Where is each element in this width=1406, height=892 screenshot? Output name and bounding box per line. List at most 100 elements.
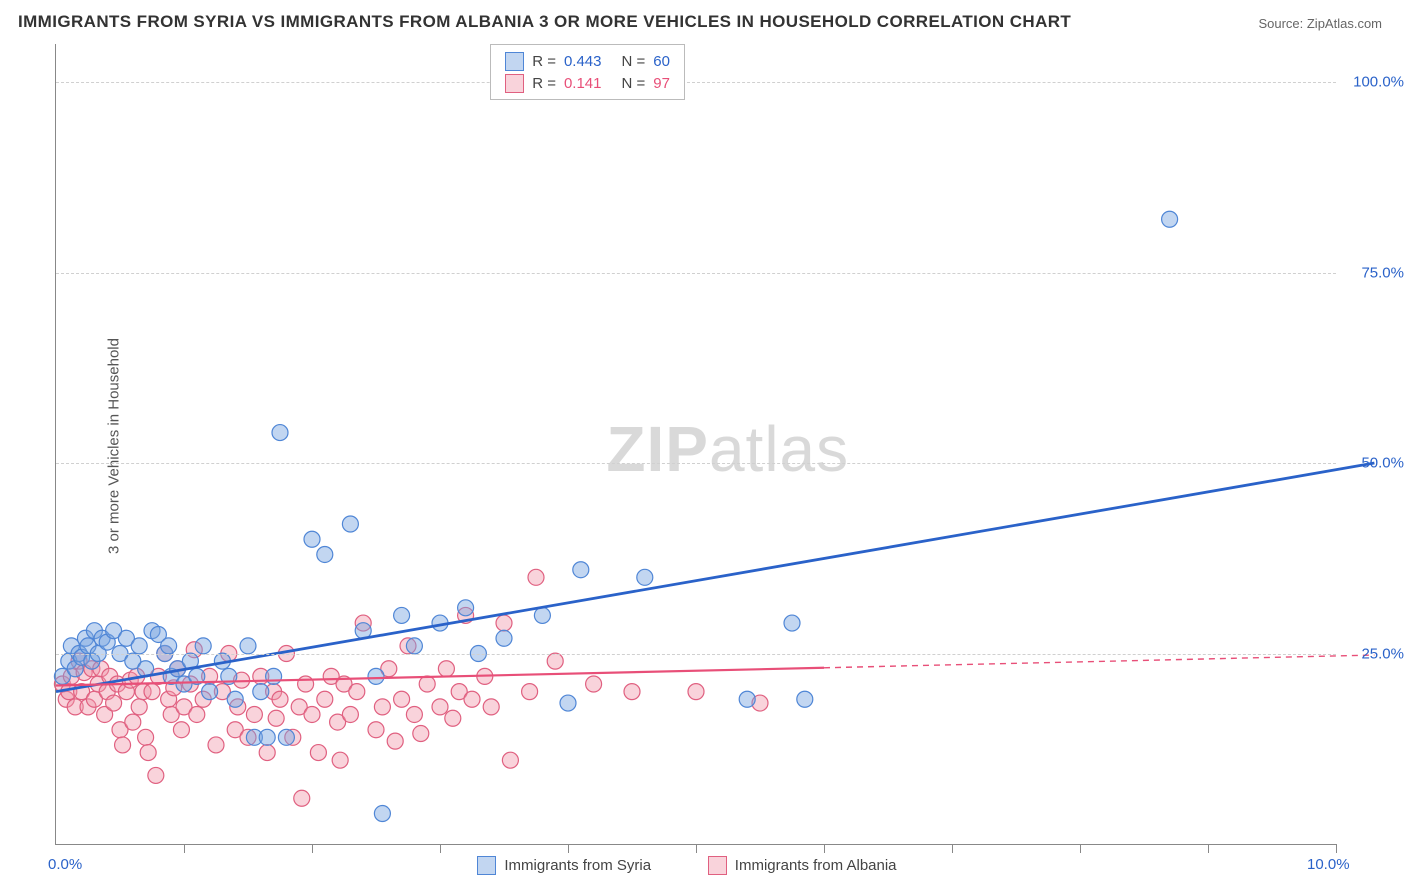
y-tick-label: 100.0% (1353, 74, 1404, 91)
legend-label: Immigrants from Albania (735, 857, 897, 874)
legend-row: R = 0.443 N = 60 (505, 50, 670, 72)
trend-line (56, 463, 1374, 692)
legend-correlation-box: R = 0.443 N = 60 R = 0.141 N = 97 (490, 44, 685, 100)
scatter-point (342, 706, 358, 722)
x-tick (440, 844, 441, 853)
gridline (56, 463, 1336, 464)
scatter-point (268, 710, 284, 726)
scatter-point (637, 569, 653, 585)
x-tick (568, 844, 569, 853)
legend-swatch (505, 52, 524, 71)
legend-n-label: N = (622, 75, 646, 92)
scatter-svg (56, 44, 1396, 844)
scatter-point (349, 684, 365, 700)
x-axis-max-label: 10.0% (1307, 856, 1350, 873)
scatter-point (189, 706, 205, 722)
scatter-point (138, 729, 154, 745)
scatter-point (394, 607, 410, 623)
x-tick (1336, 844, 1337, 853)
scatter-point (419, 676, 435, 692)
legend-r-label: R = (532, 75, 556, 92)
legend-r-label: R = (532, 53, 556, 70)
scatter-point (161, 638, 177, 654)
scatter-point (304, 531, 320, 547)
scatter-point (298, 676, 314, 692)
scatter-point (624, 684, 640, 700)
scatter-point (259, 729, 275, 745)
scatter-point (547, 653, 563, 669)
scatter-point (496, 630, 512, 646)
legend-n-value: 97 (653, 75, 670, 92)
legend-label: Immigrants from Syria (504, 857, 651, 874)
scatter-point (294, 790, 310, 806)
scatter-point (387, 733, 403, 749)
scatter-point (131, 699, 147, 715)
scatter-point (483, 699, 499, 715)
scatter-point (438, 661, 454, 677)
x-tick (1080, 844, 1081, 853)
scatter-point (131, 638, 147, 654)
gridline (56, 654, 1336, 655)
scatter-point (406, 638, 422, 654)
scatter-point (227, 691, 243, 707)
scatter-point (278, 729, 294, 745)
scatter-point (173, 722, 189, 738)
scatter-point (1162, 211, 1178, 227)
chart-container: IMMIGRANTS FROM SYRIA VS IMMIGRANTS FROM… (0, 0, 1406, 892)
y-tick-label: 50.0% (1361, 455, 1404, 472)
source-attribution: Source: ZipAtlas.com (1258, 16, 1382, 31)
x-axis-min-label: 0.0% (48, 856, 82, 873)
scatter-point (125, 714, 141, 730)
scatter-point (739, 691, 755, 707)
scatter-point (445, 710, 461, 726)
scatter-point (246, 706, 262, 722)
legend-r-value: 0.443 (564, 53, 602, 70)
scatter-point (586, 676, 602, 692)
scatter-point (272, 691, 288, 707)
scatter-point (394, 691, 410, 707)
legend-swatch (505, 74, 524, 93)
gridline (56, 273, 1336, 274)
scatter-point (458, 600, 474, 616)
scatter-point (432, 699, 448, 715)
x-tick (184, 844, 185, 853)
scatter-point (195, 638, 211, 654)
scatter-point (374, 806, 390, 822)
scatter-point (253, 684, 269, 700)
scatter-point (464, 691, 480, 707)
scatter-point (106, 695, 122, 711)
trend-line-dashed (824, 655, 1374, 668)
scatter-point (202, 684, 218, 700)
scatter-point (208, 737, 224, 753)
scatter-point (688, 684, 704, 700)
x-tick (696, 844, 697, 853)
scatter-point (317, 691, 333, 707)
scatter-point (368, 722, 384, 738)
x-tick (312, 844, 313, 853)
scatter-point (502, 752, 518, 768)
legend-swatch (708, 856, 727, 875)
scatter-point (573, 562, 589, 578)
scatter-point (560, 695, 576, 711)
scatter-point (406, 706, 422, 722)
legend-r-value: 0.141 (564, 75, 602, 92)
scatter-point (272, 425, 288, 441)
x-tick (952, 844, 953, 853)
scatter-point (317, 546, 333, 562)
legend-n-value: 60 (653, 53, 670, 70)
legend-n-label: N = (622, 53, 646, 70)
scatter-point (528, 569, 544, 585)
scatter-point (148, 767, 164, 783)
plot-area: ZIPatlas 25.0%50.0%75.0%100.0% (55, 44, 1336, 845)
legend-swatch (477, 856, 496, 875)
gridline (56, 82, 1336, 83)
scatter-point (496, 615, 512, 631)
scatter-point (140, 745, 156, 761)
y-tick-label: 75.0% (1361, 264, 1404, 281)
scatter-point (266, 668, 282, 684)
scatter-point (115, 737, 131, 753)
x-tick (1208, 844, 1209, 853)
scatter-point (534, 607, 550, 623)
scatter-point (784, 615, 800, 631)
scatter-point (310, 745, 326, 761)
